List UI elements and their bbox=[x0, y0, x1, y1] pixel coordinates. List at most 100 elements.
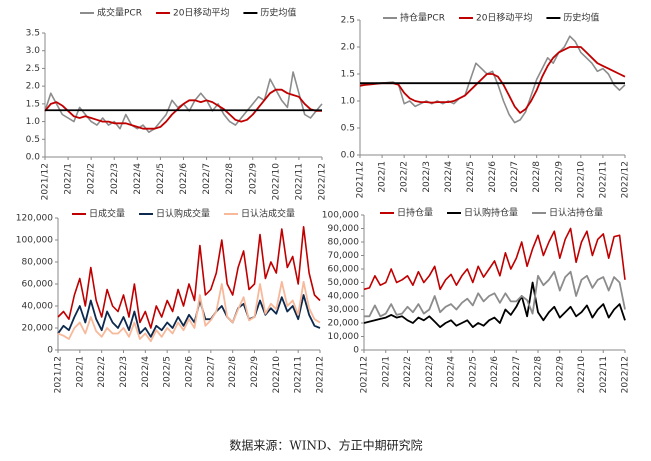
y-tick-label: 0 bbox=[353, 346, 359, 356]
x-tick-label: 2022/7 bbox=[202, 163, 212, 195]
x-tick-label: 2022/12 bbox=[621, 161, 631, 198]
legend-label: 历史均值 bbox=[563, 12, 599, 24]
x-tick-label: 2022/9 bbox=[248, 163, 258, 195]
series-line bbox=[363, 227, 626, 291]
x-tick-label: 2022/5 bbox=[156, 163, 166, 195]
x-tick-label: 2022/12 bbox=[318, 163, 328, 200]
x-tick-label: 2022/4 bbox=[133, 163, 143, 195]
series-line bbox=[360, 35, 626, 124]
x-tick-label: 2022/5 bbox=[163, 356, 173, 388]
series-line bbox=[57, 226, 321, 329]
x-tick-label: 2022/10 bbox=[577, 356, 587, 394]
x-tick-label: 2022/8 bbox=[534, 356, 544, 388]
y-tick-label: 70,000 bbox=[328, 251, 360, 261]
y-tick-label: 1.0 bbox=[341, 97, 356, 107]
x-tick-label: 2022/10 bbox=[272, 356, 282, 394]
x-tick-label: 2022/3 bbox=[110, 163, 120, 195]
y-tick-label: 100,000 bbox=[16, 236, 53, 246]
x-tick-label: 2022/9 bbox=[554, 161, 564, 193]
x-tick-label: 2022/9 bbox=[555, 356, 565, 388]
y-tick-label: 0.0 bbox=[26, 153, 41, 163]
x-tick-label: 2022/6 bbox=[490, 356, 500, 388]
y-tick-label: 1.5 bbox=[341, 70, 355, 80]
y-tick-label: 40,000 bbox=[22, 302, 54, 312]
x-tick-label: 2022/4 bbox=[444, 161, 454, 193]
series-line bbox=[364, 270, 626, 318]
legend-label: 20日移动平均 bbox=[173, 7, 229, 19]
x-tick-label: 2022/11 bbox=[294, 356, 304, 393]
x-tick-label: 2021/12 bbox=[356, 161, 366, 198]
y-tick-label: 20,000 bbox=[328, 319, 360, 329]
y-tick-label: 0.0 bbox=[341, 151, 356, 161]
legend-label: 20日移动平均 bbox=[476, 12, 532, 24]
y-tick-label: 2.0 bbox=[341, 43, 356, 53]
x-tick-label: 2022/10 bbox=[271, 163, 281, 201]
legend-label: 持仓量PCR bbox=[400, 12, 445, 24]
x-tick-label: 2022/6 bbox=[488, 161, 498, 193]
x-tick-label: 2022/2 bbox=[400, 161, 410, 193]
x-tick-label: 2022/6 bbox=[185, 356, 195, 388]
y-tick-label: 1.0 bbox=[26, 117, 41, 127]
x-tick-label: 2021/12 bbox=[360, 356, 370, 393]
x-tick-label: 2022/3 bbox=[422, 161, 432, 193]
y-tick-label: 0.5 bbox=[341, 124, 355, 134]
series-line bbox=[44, 88, 322, 130]
legend-label: 日认沽成交量 bbox=[241, 208, 295, 220]
x-tick-label: 2022/2 bbox=[87, 163, 97, 195]
legend-label: 日认购持仓量 bbox=[464, 207, 518, 219]
y-tick-label: 90,000 bbox=[328, 224, 360, 234]
x-tick-label: 2022/5 bbox=[468, 356, 478, 388]
x-tick-label: 2022/1 bbox=[378, 161, 388, 193]
x-tick-label: 2022/7 bbox=[206, 356, 216, 388]
x-tick-label: 2022/12 bbox=[621, 356, 631, 393]
x-tick-label: 2022/10 bbox=[576, 161, 586, 199]
y-tick-label: 0 bbox=[47, 346, 53, 356]
y-tick-label: 80,000 bbox=[328, 238, 360, 248]
x-tick-label: 2022/8 bbox=[532, 161, 542, 193]
x-tick-label: 2022/11 bbox=[598, 161, 608, 198]
series-line bbox=[57, 280, 321, 343]
x-tick-label: 2022/1 bbox=[381, 356, 391, 388]
x-tick-label: 2022/1 bbox=[75, 356, 85, 388]
x-tick-label: 2022/2 bbox=[403, 356, 413, 388]
x-tick-label: 2022/1 bbox=[64, 163, 74, 195]
x-tick-label: 2021/12 bbox=[54, 356, 64, 393]
y-tick-label: 2.5 bbox=[341, 16, 355, 26]
x-tick-label: 2022/4 bbox=[447, 356, 457, 388]
y-tick-label: 2.5 bbox=[26, 64, 40, 74]
legend-label: 日持仓量 bbox=[397, 207, 433, 219]
y-tick-label: 3.5 bbox=[26, 29, 40, 39]
legend-label: 日认购成交量 bbox=[156, 208, 210, 220]
x-tick-label: 2022/12 bbox=[316, 356, 326, 393]
legend-label: 日认沽持仓量 bbox=[549, 207, 603, 219]
y-tick-label: 60,000 bbox=[328, 265, 360, 275]
y-tick-label: 30,000 bbox=[328, 305, 360, 315]
series-line bbox=[44, 71, 323, 133]
y-tick-label: 40,000 bbox=[328, 292, 360, 302]
x-tick-label: 2022/11 bbox=[294, 163, 304, 200]
y-tick-label: 80,000 bbox=[22, 258, 54, 268]
y-tick-label: 50,000 bbox=[328, 278, 360, 288]
x-tick-label: 2022/9 bbox=[250, 356, 260, 388]
x-tick-label: 2022/11 bbox=[599, 356, 609, 393]
x-tick-label: 2022/7 bbox=[512, 356, 522, 388]
y-tick-label: 120,000 bbox=[16, 214, 53, 224]
y-tick-label: 1.5 bbox=[26, 99, 40, 109]
y-tick-label: 3.0 bbox=[26, 46, 41, 56]
y-tick-label: 2.0 bbox=[26, 82, 41, 92]
x-tick-label: 2022/5 bbox=[466, 161, 476, 193]
x-tick-label: 2022/4 bbox=[141, 356, 151, 388]
x-tick-label: 2022/8 bbox=[225, 163, 235, 195]
x-tick-label: 2022/6 bbox=[179, 163, 189, 195]
source-note: 数据来源：WIND、方正中期研究院 bbox=[229, 438, 422, 453]
x-tick-label: 2022/2 bbox=[97, 356, 107, 388]
x-tick-label: 2022/8 bbox=[228, 356, 238, 388]
x-tick-label: 2022/3 bbox=[425, 356, 435, 388]
y-tick-label: 0.5 bbox=[26, 135, 40, 145]
y-tick-label: 10,000 bbox=[328, 332, 360, 342]
x-tick-label: 2021/12 bbox=[41, 163, 51, 200]
y-tick-label: 20,000 bbox=[22, 324, 54, 334]
legend-label: 日成交量 bbox=[89, 208, 125, 220]
series-line bbox=[57, 294, 321, 338]
